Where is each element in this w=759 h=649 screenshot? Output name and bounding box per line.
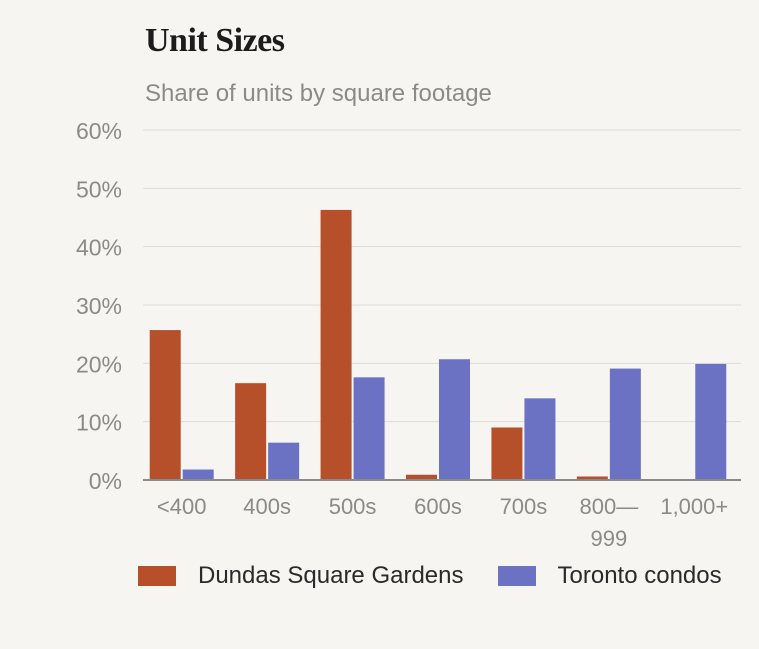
x-tick-label: 999 (590, 526, 627, 551)
x-tick-label: 800— (579, 494, 638, 519)
y-tick-label: 30% (76, 293, 122, 319)
chart-subtitle: Share of units by square footage (145, 80, 492, 107)
y-tick-label: 50% (76, 176, 122, 202)
x-tick-label: 600s (414, 494, 462, 519)
legend-label-series-2: Toronto condos (557, 562, 722, 589)
y-tick-label: 10% (76, 410, 122, 436)
x-tick-label: 1,000+ (660, 494, 728, 519)
legend-item-series-1: Dundas Square Gardens (138, 562, 464, 590)
bar-2 (353, 377, 385, 480)
bar-1 (149, 330, 181, 480)
bar-2 (268, 442, 300, 480)
bar-1 (235, 383, 267, 480)
y-tick-label: 40% (76, 235, 122, 261)
bar-2 (695, 363, 727, 480)
bar-2 (524, 398, 556, 480)
y-tick-label: 60% (76, 118, 122, 144)
legend: Dundas Square Gardens Toronto condos (138, 562, 756, 590)
bar-2 (609, 368, 641, 480)
legend-swatch-series-2 (497, 566, 536, 586)
bar-1 (491, 427, 523, 480)
y-tick-label: 20% (76, 351, 122, 377)
bar-2 (182, 469, 214, 480)
x-tick-label: <400 (157, 494, 207, 519)
bar-1 (576, 476, 608, 480)
y-tick-label: 0% (89, 468, 122, 494)
x-tick-label: 400s (243, 494, 291, 519)
bar-1 (406, 474, 437, 480)
x-tick-label: 500s (329, 494, 377, 519)
bar-2 (439, 359, 470, 480)
chart-title: Unit Sizes (145, 22, 285, 59)
bar-chart: 0% 10% 20% 30% 40% 50% 60% <400 400s 500s 600s 700s… (76, 118, 741, 551)
bar-1 (320, 209, 352, 480)
legend-swatch-series-1 (138, 566, 176, 586)
legend-item-series-2: Toronto condos (497, 562, 722, 590)
x-tick-label: 700s (500, 494, 548, 519)
legend-label-series-1: Dundas Square Gardens (198, 562, 464, 589)
